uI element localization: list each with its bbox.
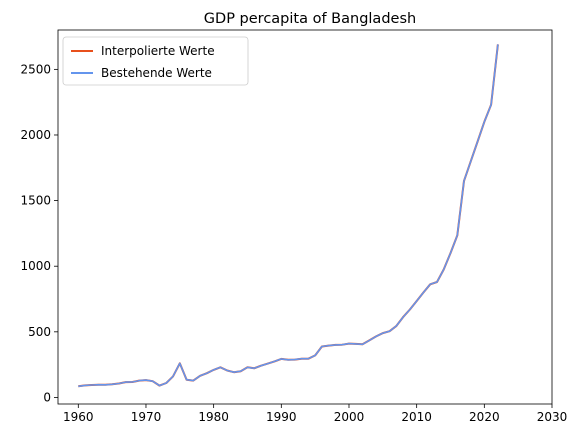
y-axis: 0 500 1000 1500 2000 2500 — [20, 62, 58, 404]
chart-title: GDP percapita of Bangladesh — [204, 11, 416, 27]
plot-area — [57, 29, 553, 405]
legend-box — [62, 36, 249, 86]
x-tick-label: 1990 — [266, 410, 297, 424]
x-tick-label: 2030 — [537, 410, 568, 424]
x-tick-label: 2010 — [401, 410, 432, 424]
legend-label: Bestehende Werte — [101, 66, 212, 80]
x-axis: 1960 1970 1980 1990 2000 2010 2020 2030 — [63, 404, 567, 424]
y-tick-label: 0 — [43, 390, 51, 404]
plot-frame — [57, 29, 553, 405]
legend-label: Interpolierte Werte — [101, 44, 215, 58]
series-line-1 — [78, 44, 499, 388]
y-tick-label: 500 — [28, 325, 51, 339]
y-tick-label: 2000 — [20, 128, 51, 142]
x-tick-label: 2000 — [334, 410, 365, 424]
x-tick-label: 1970 — [131, 410, 162, 424]
series-group — [78, 44, 499, 388]
y-tick-label: 2500 — [20, 62, 51, 76]
y-tick-label: 1000 — [20, 259, 51, 273]
legend: Interpolierte Werte Bestehende Werte — [62, 36, 249, 86]
y-tick-label: 1500 — [20, 194, 51, 208]
x-tick-label: 1960 — [63, 410, 94, 424]
x-tick-label: 2020 — [469, 410, 500, 424]
x-tick-label: 1980 — [198, 410, 229, 424]
series-line-2 — [78, 44, 499, 388]
